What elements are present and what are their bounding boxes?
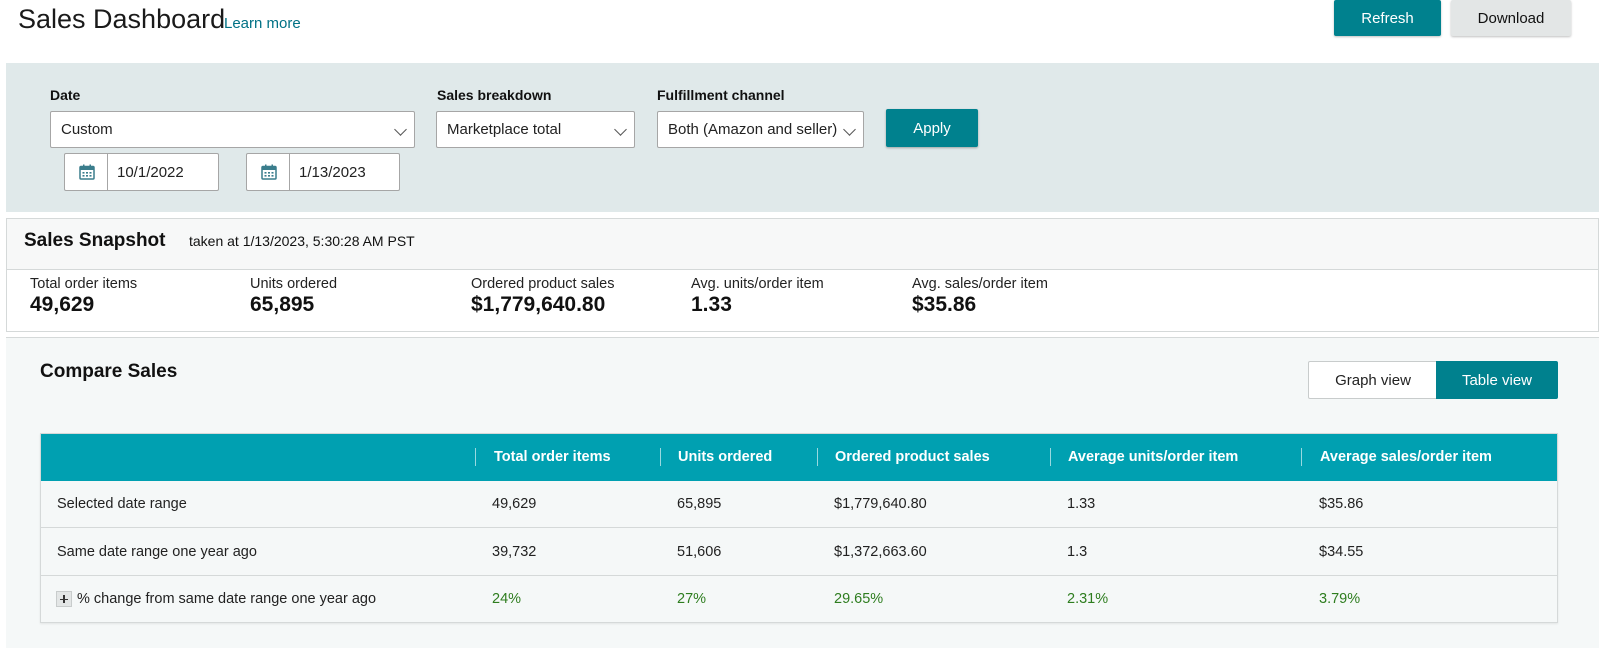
- metric-label: Total order items: [30, 276, 138, 292]
- column-divider: [1301, 448, 1302, 466]
- compare-sales: Compare Sales Graph view Table view Tota…: [6, 337, 1599, 648]
- end-date-value: 1/13/2023: [299, 164, 366, 181]
- channel-select[interactable]: Both (Amazon and seller): [657, 111, 864, 148]
- channel-select-value: Both (Amazon and seller): [668, 121, 838, 138]
- table-row: Selected date range 49,629 65,895 $1,779…: [41, 481, 1557, 528]
- table-cell: 29.65%: [834, 591, 884, 607]
- row-label: Same date range one year ago: [57, 544, 257, 560]
- metric-value: $1,779,640.80: [471, 293, 606, 316]
- compare-table: Total order items Units ordered Ordered …: [40, 433, 1558, 623]
- column-header[interactable]: Average units/order item: [1068, 449, 1239, 465]
- download-button[interactable]: Download: [1451, 0, 1571, 36]
- table-cell: 49,629: [492, 496, 537, 512]
- start-calendar-button[interactable]: [65, 154, 108, 190]
- sales-snapshot: Sales Snapshot taken at 1/13/2023, 5:30:…: [6, 218, 1599, 332]
- column-header[interactable]: Average sales/order item: [1320, 449, 1492, 465]
- table-cell: 51,606: [677, 544, 722, 560]
- metric-label: Avg. sales/order item: [912, 276, 1048, 292]
- apply-button[interactable]: Apply: [886, 109, 978, 147]
- chevron-down-icon: [843, 123, 856, 136]
- column-header[interactable]: Units ordered: [678, 449, 773, 465]
- table-cell: 24%: [492, 591, 522, 607]
- table-cell: 65,895: [677, 496, 722, 512]
- metric-label: Avg. units/order item: [691, 276, 824, 292]
- table-cell: 3.79%: [1319, 591, 1361, 607]
- metric-value: 49,629: [30, 293, 95, 316]
- table-cell: 27%: [677, 591, 707, 607]
- table-header: Total order items Units ordered Ordered …: [41, 434, 1557, 481]
- date-select[interactable]: Custom: [50, 111, 415, 148]
- table-view-button[interactable]: Table view: [1436, 361, 1558, 399]
- chevron-down-icon: [614, 123, 627, 136]
- column-header[interactable]: Ordered product sales: [835, 449, 990, 465]
- date-label: Date: [50, 87, 81, 103]
- table-cell: 39,732: [492, 544, 537, 560]
- snapshot-title: Sales Snapshot: [24, 230, 166, 251]
- metric-avg-units: Avg. units/order item 1.33: [691, 276, 824, 317]
- table-cell: $1,779,640.80: [834, 496, 927, 512]
- breakdown-select[interactable]: Marketplace total: [436, 111, 635, 148]
- expand-row-icon[interactable]: [56, 591, 72, 607]
- end-calendar-button[interactable]: [247, 154, 290, 190]
- start-date-field[interactable]: 10/1/2022: [64, 153, 219, 191]
- metric-avg-sales: Avg. sales/order item $35.86: [912, 276, 1048, 317]
- table-cell: 1.33: [1067, 496, 1096, 512]
- snapshot-header: Sales Snapshot taken at 1/13/2023, 5:30:…: [7, 219, 1598, 270]
- calendar-icon: [79, 164, 95, 180]
- channel-label: Fulfillment channel: [657, 87, 785, 103]
- metric-total-order-items: Total order items 49,629: [30, 276, 137, 317]
- date-select-value: Custom: [61, 121, 113, 138]
- table-cell: $1,372,663.60: [834, 544, 927, 560]
- table-row: % change from same date range one year a…: [41, 576, 1557, 623]
- row-label: Selected date range: [57, 496, 187, 512]
- metric-label: Ordered product sales: [471, 276, 615, 292]
- chevron-down-icon: [394, 123, 407, 136]
- metric-units-ordered: Units ordered 65,895: [250, 276, 337, 317]
- graph-view-button[interactable]: Graph view: [1308, 361, 1438, 399]
- column-divider: [475, 448, 476, 466]
- breakdown-select-value: Marketplace total: [447, 121, 562, 138]
- calendar-icon: [261, 164, 277, 180]
- compare-title: Compare Sales: [40, 361, 178, 382]
- metric-value: 65,895: [250, 293, 315, 316]
- snapshot-timestamp: taken at 1/13/2023, 5:30:28 AM PST: [189, 233, 415, 249]
- table-row: Same date range one year ago 39,732 51,6…: [41, 529, 1557, 576]
- page-title: Sales Dashboard: [18, 4, 226, 34]
- breakdown-label: Sales breakdown: [437, 87, 552, 103]
- column-divider: [817, 448, 818, 466]
- column-header[interactable]: Total order items: [494, 449, 611, 465]
- refresh-button[interactable]: Refresh: [1334, 0, 1441, 36]
- end-date-field[interactable]: 1/13/2023: [246, 153, 400, 191]
- table-cell: $35.86: [1319, 496, 1364, 512]
- column-divider: [1050, 448, 1051, 466]
- metric-label: Units ordered: [250, 276, 338, 292]
- column-divider: [660, 448, 661, 466]
- metric-value: $35.86: [912, 293, 977, 316]
- learn-more-link[interactable]: Learn more: [224, 15, 301, 32]
- metric-ordered-product-sales: Ordered product sales $1,779,640.80: [471, 276, 614, 317]
- table-cell: $34.55: [1319, 544, 1364, 560]
- table-cell: 1.3: [1067, 544, 1088, 560]
- metric-value: 1.33: [691, 293, 732, 316]
- row-label: % change from same date range one year a…: [77, 591, 377, 607]
- table-cell: 2.31%: [1067, 591, 1109, 607]
- start-date-value: 10/1/2022: [117, 164, 184, 181]
- filter-panel: Date Custom 10/1/2022: [6, 63, 1599, 212]
